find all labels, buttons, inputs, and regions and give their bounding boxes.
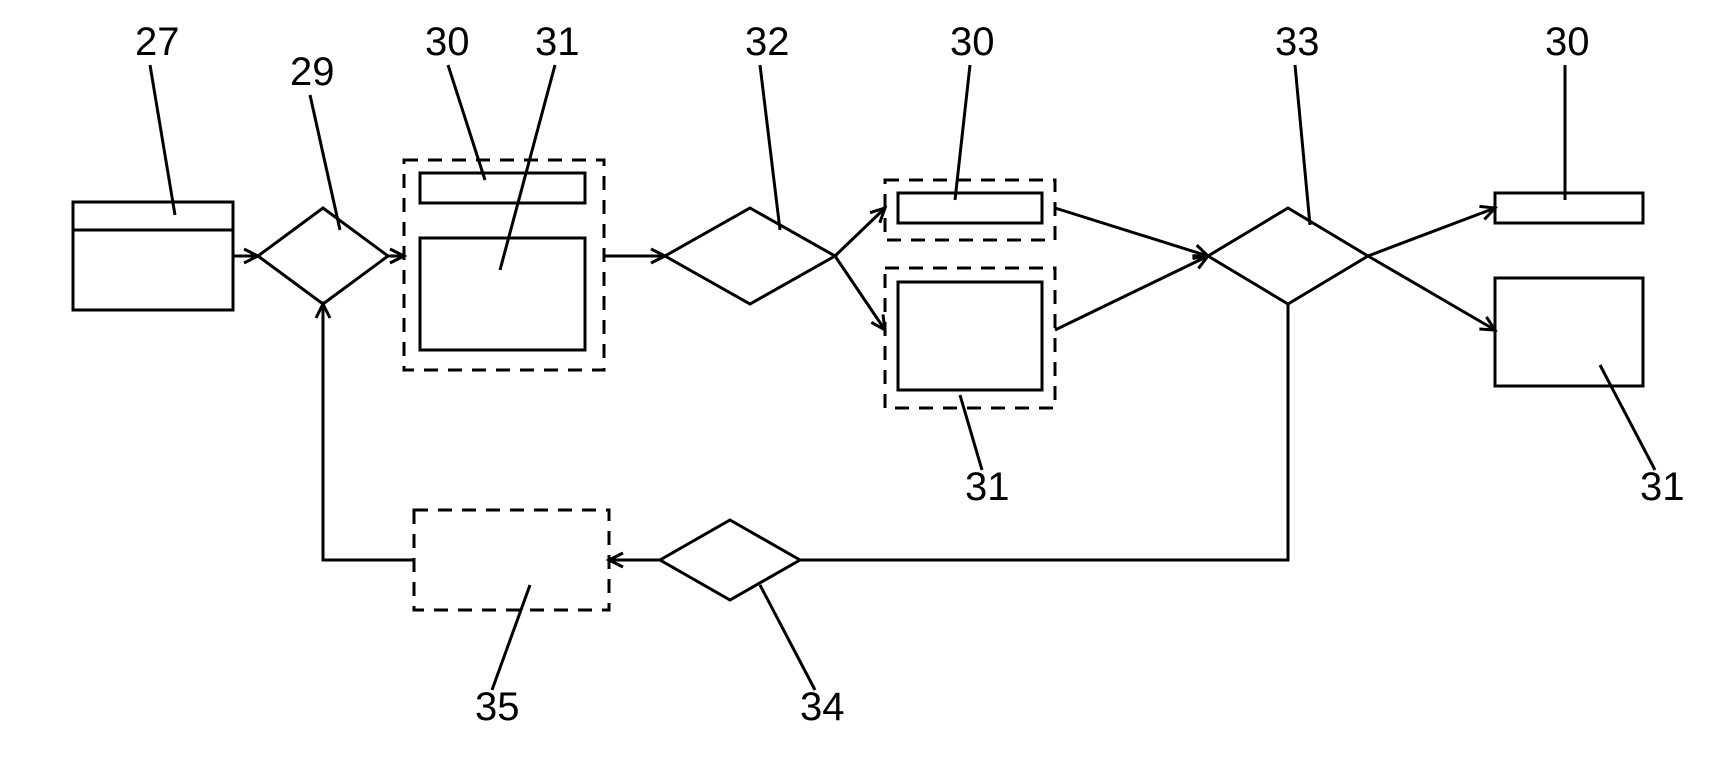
edge bbox=[800, 304, 1288, 560]
node-dash_group_1 bbox=[404, 160, 604, 370]
reference-label: 30 bbox=[425, 20, 470, 64]
edge bbox=[1055, 208, 1208, 256]
label-leader bbox=[760, 65, 780, 230]
node-n30_b bbox=[898, 193, 1042, 223]
reference-label: 33 bbox=[1275, 20, 1320, 64]
node-n35 bbox=[414, 510, 609, 610]
reference-label: 27 bbox=[135, 20, 180, 64]
reference-label: 32 bbox=[745, 20, 790, 64]
node-d33 bbox=[1208, 208, 1368, 304]
edge bbox=[1368, 208, 1495, 256]
edge bbox=[1368, 256, 1495, 330]
flowchart-diagram: 27 29 30 31 32 30 33 30 31 31 34 35 bbox=[0, 0, 1732, 774]
node-n31_b bbox=[898, 282, 1042, 390]
node-d34 bbox=[660, 520, 800, 600]
reference-label: 31 bbox=[965, 465, 1010, 509]
node-n30_a bbox=[420, 173, 585, 203]
edge bbox=[1055, 256, 1208, 330]
node-dash_30b bbox=[885, 180, 1055, 240]
node-n31_a bbox=[420, 238, 585, 350]
node-d32 bbox=[665, 208, 835, 304]
node-n27 bbox=[73, 202, 233, 310]
node-n31_c bbox=[1495, 278, 1643, 386]
edge bbox=[835, 208, 885, 256]
node-dash_31b bbox=[885, 268, 1055, 408]
reference-label: 29 bbox=[290, 50, 335, 94]
reference-label: 30 bbox=[950, 20, 995, 64]
edge bbox=[323, 304, 414, 560]
edge bbox=[835, 256, 885, 330]
label-leader bbox=[1600, 365, 1655, 470]
reference-label: 34 bbox=[800, 685, 845, 729]
reference-label: 31 bbox=[1640, 465, 1685, 509]
reference-label: 35 bbox=[475, 685, 520, 729]
label-leader bbox=[760, 585, 815, 690]
label-leader bbox=[492, 585, 530, 690]
reference-label: 31 bbox=[535, 20, 580, 64]
node-d29 bbox=[258, 208, 388, 304]
reference-label: 30 bbox=[1545, 20, 1590, 64]
label-leader bbox=[448, 65, 485, 180]
label-leader bbox=[150, 65, 175, 215]
label-leader bbox=[960, 395, 982, 470]
node-n30_c bbox=[1495, 193, 1643, 223]
label-leader bbox=[1295, 65, 1310, 225]
